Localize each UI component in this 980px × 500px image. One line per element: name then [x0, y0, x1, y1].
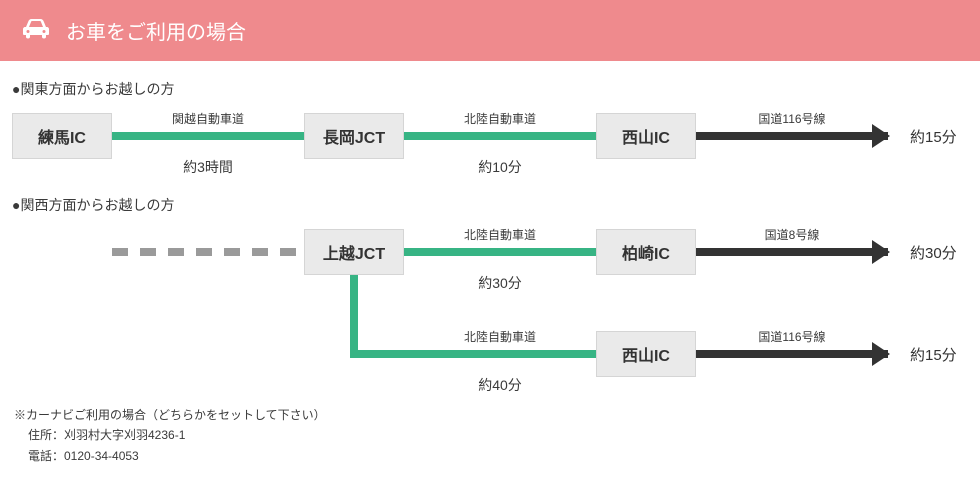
- segment-road-label: 国道116号線: [696, 328, 888, 345]
- segment-road-label: 北陸自動車道: [404, 110, 596, 127]
- route-node: 西山IC: [596, 331, 696, 377]
- footer-line: 住所：刈羽村大字刈羽4236-1: [28, 425, 968, 445]
- end-time-label: 約15分: [910, 344, 968, 365]
- route-node: 上越JCT: [304, 229, 404, 275]
- segment-arrow: [696, 132, 888, 140]
- route-row-kanto: 練馬IC 関越自動車道 約3時間 長岡JCT 北陸自動車道 約10分 西山IC …: [12, 113, 968, 159]
- route-segment-dashed: [112, 229, 304, 275]
- segment-road-label: 国道116号線: [696, 110, 888, 127]
- footer-line: 電話：0120-34-4053: [28, 446, 968, 466]
- segment-road-label: 北陸自動車道: [404, 328, 596, 345]
- route-row-kansai-1: 上越JCT 北陸自動車道 約30分 柏崎IC 国道8号線 約30分: [12, 229, 968, 275]
- route-segment: 北陸自動車道 約30分: [404, 229, 596, 275]
- segment-line: [112, 132, 304, 140]
- header-title: お車をご利用の場合: [66, 16, 246, 45]
- header-bar: お車をご利用の場合: [0, 0, 980, 61]
- route-node: 練馬IC: [12, 113, 112, 159]
- content-area: ●関東方面からお越しの方 練馬IC 関越自動車道 約3時間 長岡JCT 北陸自動…: [0, 61, 980, 476]
- branch-connector-horizontal: [350, 350, 405, 358]
- route-node: 長岡JCT: [304, 113, 404, 159]
- segment-line: [404, 350, 596, 358]
- section-title-kanto: ●関東方面からお越しの方: [12, 79, 968, 99]
- end-time-label: 約30分: [910, 242, 968, 263]
- branch-connector-vertical: [350, 275, 358, 358]
- route-segment: 国道116号線: [696, 113, 888, 159]
- route-segment: 北陸自動車道 約40分: [404, 331, 596, 377]
- route-segment: 関越自動車道 約3時間: [112, 113, 304, 159]
- kansai-branch-wrap: 上越JCT 北陸自動車道 約30分 柏崎IC 国道8号線 約30分 上越JCT …: [12, 229, 968, 377]
- footer-line: ※カーナビご利用の場合（どちらかをセットして下さい）: [14, 405, 968, 425]
- segment-line: [404, 132, 596, 140]
- route-node: 西山IC: [596, 113, 696, 159]
- segment-road-label: 関越自動車道: [112, 110, 304, 127]
- segment-road-label: 国道8号線: [696, 226, 888, 243]
- route-segment: 国道116号線: [696, 331, 888, 377]
- route-segment: 国道8号線: [696, 229, 888, 275]
- segment-road-label: 北陸自動車道: [404, 226, 596, 243]
- section-title-kansai: ●関西方面からお越しの方: [12, 195, 968, 215]
- car-icon: [20, 12, 52, 49]
- segment-line: [404, 248, 596, 256]
- route-segment: 北陸自動車道 約10分: [404, 113, 596, 159]
- segment-arrow: [696, 350, 888, 358]
- segment-duration-label: 約30分: [404, 273, 596, 293]
- footer-note: ※カーナビご利用の場合（どちらかをセットして下さい） 住所：刈羽村大字刈羽423…: [14, 405, 968, 466]
- segment-duration-label: 約40分: [404, 375, 596, 395]
- end-time-label: 約15分: [910, 126, 968, 147]
- segment-arrow: [696, 248, 888, 256]
- route-node: 柏崎IC: [596, 229, 696, 275]
- route-row-kansai-2: 上越JCT 北陸自動車道 約40分 西山IC 国道116号線 約15分: [12, 331, 968, 377]
- segment-line-dashed: [112, 248, 304, 256]
- segment-duration-label: 約3時間: [112, 157, 304, 177]
- segment-duration-label: 約10分: [404, 157, 596, 177]
